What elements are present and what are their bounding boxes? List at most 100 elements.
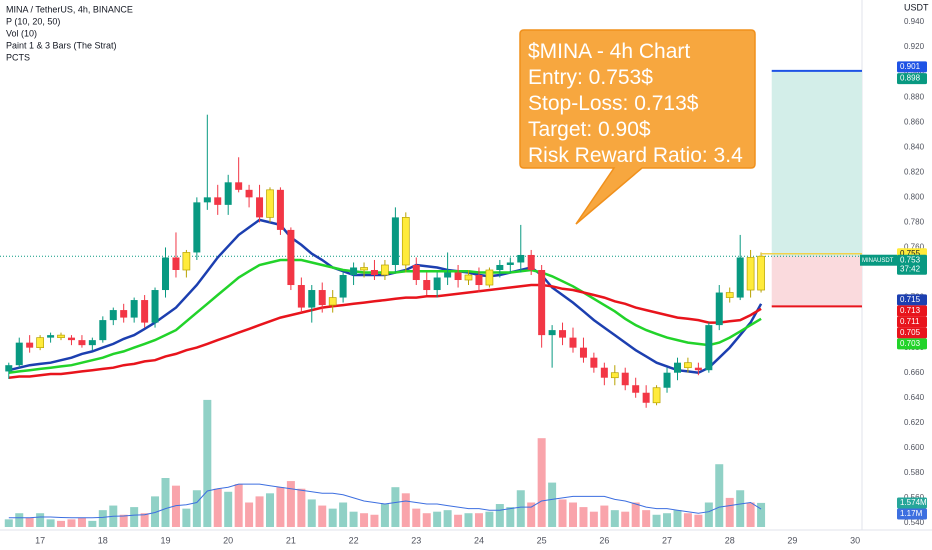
last-price-tag: [897, 254, 927, 275]
volume-bar: [88, 520, 97, 527]
candle-body: [151, 290, 159, 323]
volume-bar: [422, 513, 431, 527]
volume-bar: [548, 482, 557, 527]
y-tick-label: 0.840: [904, 142, 925, 151]
last-price-label: 0.753: [900, 255, 921, 264]
candle-body: [433, 277, 441, 291]
volume-bar: [610, 510, 619, 527]
candle-body: [287, 229, 295, 286]
candle-body: [674, 362, 682, 373]
volume-bar: [15, 513, 24, 527]
y-tick-label: 0.600: [904, 443, 925, 452]
volume-bar: [297, 488, 306, 527]
candle-body: [454, 272, 462, 281]
volume-bar: [652, 514, 661, 527]
volume-bar: [77, 517, 86, 527]
candle-body: [736, 257, 744, 298]
volume-bar: [151, 496, 160, 527]
volume-bar: [694, 514, 703, 527]
volume-bar: [4, 519, 13, 527]
candle-body: [78, 340, 86, 346]
y-tick-label: 0.540: [904, 518, 925, 527]
volume-bar: [318, 505, 327, 527]
price-tag-label: 0.705: [900, 328, 921, 337]
volume-bar: [286, 481, 295, 527]
symbol-tag: [860, 254, 897, 266]
y-tick-label: 0.860: [904, 117, 925, 126]
candle-body: [276, 189, 284, 230]
candle-body: [559, 330, 567, 338]
legend-item: Paint 1 & 3 Bars (The Strat): [6, 40, 117, 50]
x-tick-label: 20: [223, 535, 233, 545]
candle-body: [370, 269, 378, 276]
profit-zone: [771, 70, 862, 257]
volume-bar: [642, 510, 651, 527]
candle-body: [214, 197, 222, 205]
legend-item: PCTS: [6, 52, 30, 62]
volume-bar: [474, 513, 483, 527]
legend-item: Vol (10): [6, 28, 37, 38]
x-tick-label: 17: [35, 535, 45, 545]
candle-body: [464, 274, 473, 281]
candle-body: [36, 337, 44, 349]
legend-item: P (10, 20, 50): [6, 16, 60, 26]
candle-body: [297, 285, 305, 308]
y-tick-label: 0.580: [904, 468, 925, 477]
volume-tag-label: 1.17M: [900, 509, 923, 518]
x-tick-label: 21: [286, 535, 296, 545]
volume-bar: [161, 478, 170, 527]
price-tag-label: 0.713: [900, 306, 921, 315]
volume-bar: [360, 513, 369, 527]
candle-body: [610, 372, 619, 379]
volume-bar: [746, 502, 755, 527]
x-tick-label: 18: [98, 535, 108, 545]
y-tick-label: 0.880: [904, 92, 925, 101]
volume-bar: [579, 507, 588, 527]
loss-zone: [771, 256, 862, 307]
y-tick-label: 0.940: [904, 17, 925, 26]
volume-bar: [495, 504, 504, 527]
volume-bar: [621, 511, 630, 527]
volume-bar: [401, 493, 410, 527]
volume-bar: [506, 507, 515, 527]
candle-body: [162, 257, 170, 291]
x-tick-label: 25: [537, 535, 547, 545]
candle-body: [652, 387, 661, 404]
volume-bar: [370, 514, 379, 527]
volume-bar: [130, 507, 139, 527]
candle-body: [694, 367, 702, 371]
candle-body: [182, 252, 191, 271]
volume-bar: [454, 514, 463, 527]
candle-body: [412, 264, 420, 281]
price-tag-label: 0.901: [900, 62, 921, 71]
y-tick-label: 0.620: [904, 418, 925, 427]
candle-body: [725, 292, 734, 298]
candle-body: [527, 254, 535, 270]
candle-body: [757, 255, 765, 291]
candle-body: [663, 372, 671, 388]
candle-body: [590, 357, 598, 368]
x-tick-label: 22: [349, 535, 359, 545]
volume-bar: [349, 511, 358, 527]
y-tick-label: 0.920: [904, 42, 925, 51]
volume-bar: [339, 502, 348, 527]
price-tag: [897, 61, 927, 73]
candle-body: [193, 202, 201, 253]
price-tag-label: 0.755: [900, 249, 921, 258]
volume-bar: [328, 508, 337, 527]
volume-bar: [307, 499, 316, 527]
volume-bar: [276, 487, 285, 527]
volume-bar: [380, 504, 389, 527]
candle-body: [684, 362, 692, 369]
candle-body: [360, 267, 368, 271]
volume-bar: [433, 511, 442, 527]
candle-body: [401, 217, 410, 266]
volume-tag-label: 1.574M: [900, 498, 927, 507]
candle-body: [57, 334, 65, 338]
volume-ma: [8, 483, 762, 519]
candle-body: [47, 335, 55, 338]
y-tick-label: 0.780: [904, 218, 925, 227]
candle-body: [266, 189, 274, 218]
volume-bar: [600, 505, 609, 527]
candle-body: [715, 292, 723, 326]
